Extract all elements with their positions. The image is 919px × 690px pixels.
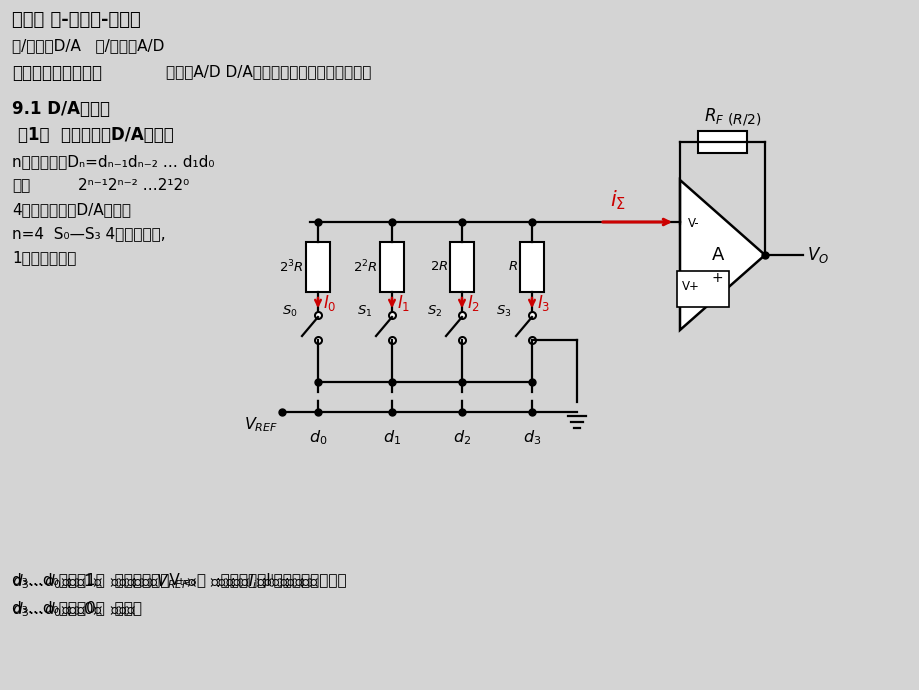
Bar <box>449 242 473 292</box>
Text: $I_0$: $I_0$ <box>323 293 336 313</box>
Text: d₃…d₀代码为1，  接参考电压源Vₜₑₒ，   有支路电流Iᴵ流向求和放大器。: d₃…d₀代码为1， 接参考电压源Vₜₑₒ， 有支路电流Iᴵ流向求和放大器。 <box>12 572 346 587</box>
Text: V+: V+ <box>681 280 699 293</box>
Text: $d_3$: $d_3$ <box>522 428 540 446</box>
Text: n=4  S₀—S₃ 4个电子开关,: n=4 S₀—S₃ 4个电子开关, <box>12 226 165 241</box>
Text: $V_{REF}$: $V_{REF}$ <box>244 415 278 434</box>
Text: d₃…d₀代码为0，  接地。: d₃…d₀代码为0， 接地。 <box>12 600 142 615</box>
Text: $2^3R$: $2^3R$ <box>279 259 303 275</box>
Text: A: A <box>711 246 723 264</box>
Text: $S_0$: $S_0$ <box>282 304 298 319</box>
Text: $I_3$: $I_3$ <box>537 293 550 313</box>
Text: n位二进制数Dₙ=dₙ₋₁dₙ₋₂ … d₁d₀: n位二进制数Dₙ=dₙ₋₁dₙ₋₂ … d₁d₀ <box>12 154 214 169</box>
Text: $I_1$: $I_1$ <box>397 293 410 313</box>
Text: $2R$: $2R$ <box>429 261 448 273</box>
Text: 是衡量A/D D/A转换器性能优劣的主要指标。: 是衡量A/D D/A转换器性能优劣的主要指标。 <box>165 64 371 79</box>
Text: 第九章 数-模和模-数转换: 第九章 数-模和模-数转换 <box>12 11 141 29</box>
Bar <box>676 270 728 306</box>
Text: 转换精度和转换速度: 转换精度和转换速度 <box>12 64 102 82</box>
Text: $d_2$: $d_2$ <box>452 428 471 446</box>
Text: $i_{\Sigma}$: $i_{\Sigma}$ <box>609 188 625 212</box>
Text: $S_1$: $S_1$ <box>357 304 371 319</box>
Text: $S_2$: $S_2$ <box>426 304 441 319</box>
Text: $d_1$: $d_1$ <box>382 428 401 446</box>
Text: 权值: 权值 <box>12 178 30 193</box>
Text: $d_3$…$d_0$代码为0，  接地。: $d_3$…$d_0$代码为0， 接地。 <box>12 600 136 619</box>
Text: +: + <box>711 271 723 286</box>
Text: $V_O$: $V_O$ <box>806 245 828 265</box>
Text: 9.1 D/A转换器: 9.1 D/A转换器 <box>12 100 110 118</box>
Text: $2^2R$: $2^2R$ <box>353 259 378 275</box>
Bar <box>306 242 330 292</box>
Bar <box>698 131 746 153</box>
Text: $R$: $R$ <box>507 261 517 273</box>
Text: $I_2$: $I_2$ <box>467 293 480 313</box>
Text: 2ⁿ⁻¹2ⁿ⁻² …2¹2⁰: 2ⁿ⁻¹2ⁿ⁻² …2¹2⁰ <box>78 178 189 193</box>
Text: 1个求和放大器: 1个求和放大器 <box>12 250 76 265</box>
Text: $d_3$…$d_0$代码为1，  接参考电压源$V_{REF}$，   有支路电流$I_i$流向求和放大器。: $d_3$…$d_0$代码为1， 接参考电压源$V_{REF}$， 有支路电流$… <box>12 572 319 591</box>
Text: $S_3$: $S_3$ <box>496 304 512 319</box>
Text: $R_F$: $R_F$ <box>704 106 724 126</box>
Text: （1）  权电阻网络D/A转换器: （1） 权电阻网络D/A转换器 <box>18 126 174 144</box>
Text: $(R/2)$: $(R/2)$ <box>727 111 761 127</box>
Bar <box>380 242 403 292</box>
Bar <box>519 242 543 292</box>
Text: $d_0$: $d_0$ <box>309 428 327 446</box>
Text: V-: V- <box>687 217 698 230</box>
Polygon shape <box>679 180 765 330</box>
Text: 4位权电阻网络D/A转换器: 4位权电阻网络D/A转换器 <box>12 202 130 217</box>
Text: 数/模转换D/A   模/数转换A/D: 数/模转换D/A 模/数转换A/D <box>12 38 165 53</box>
